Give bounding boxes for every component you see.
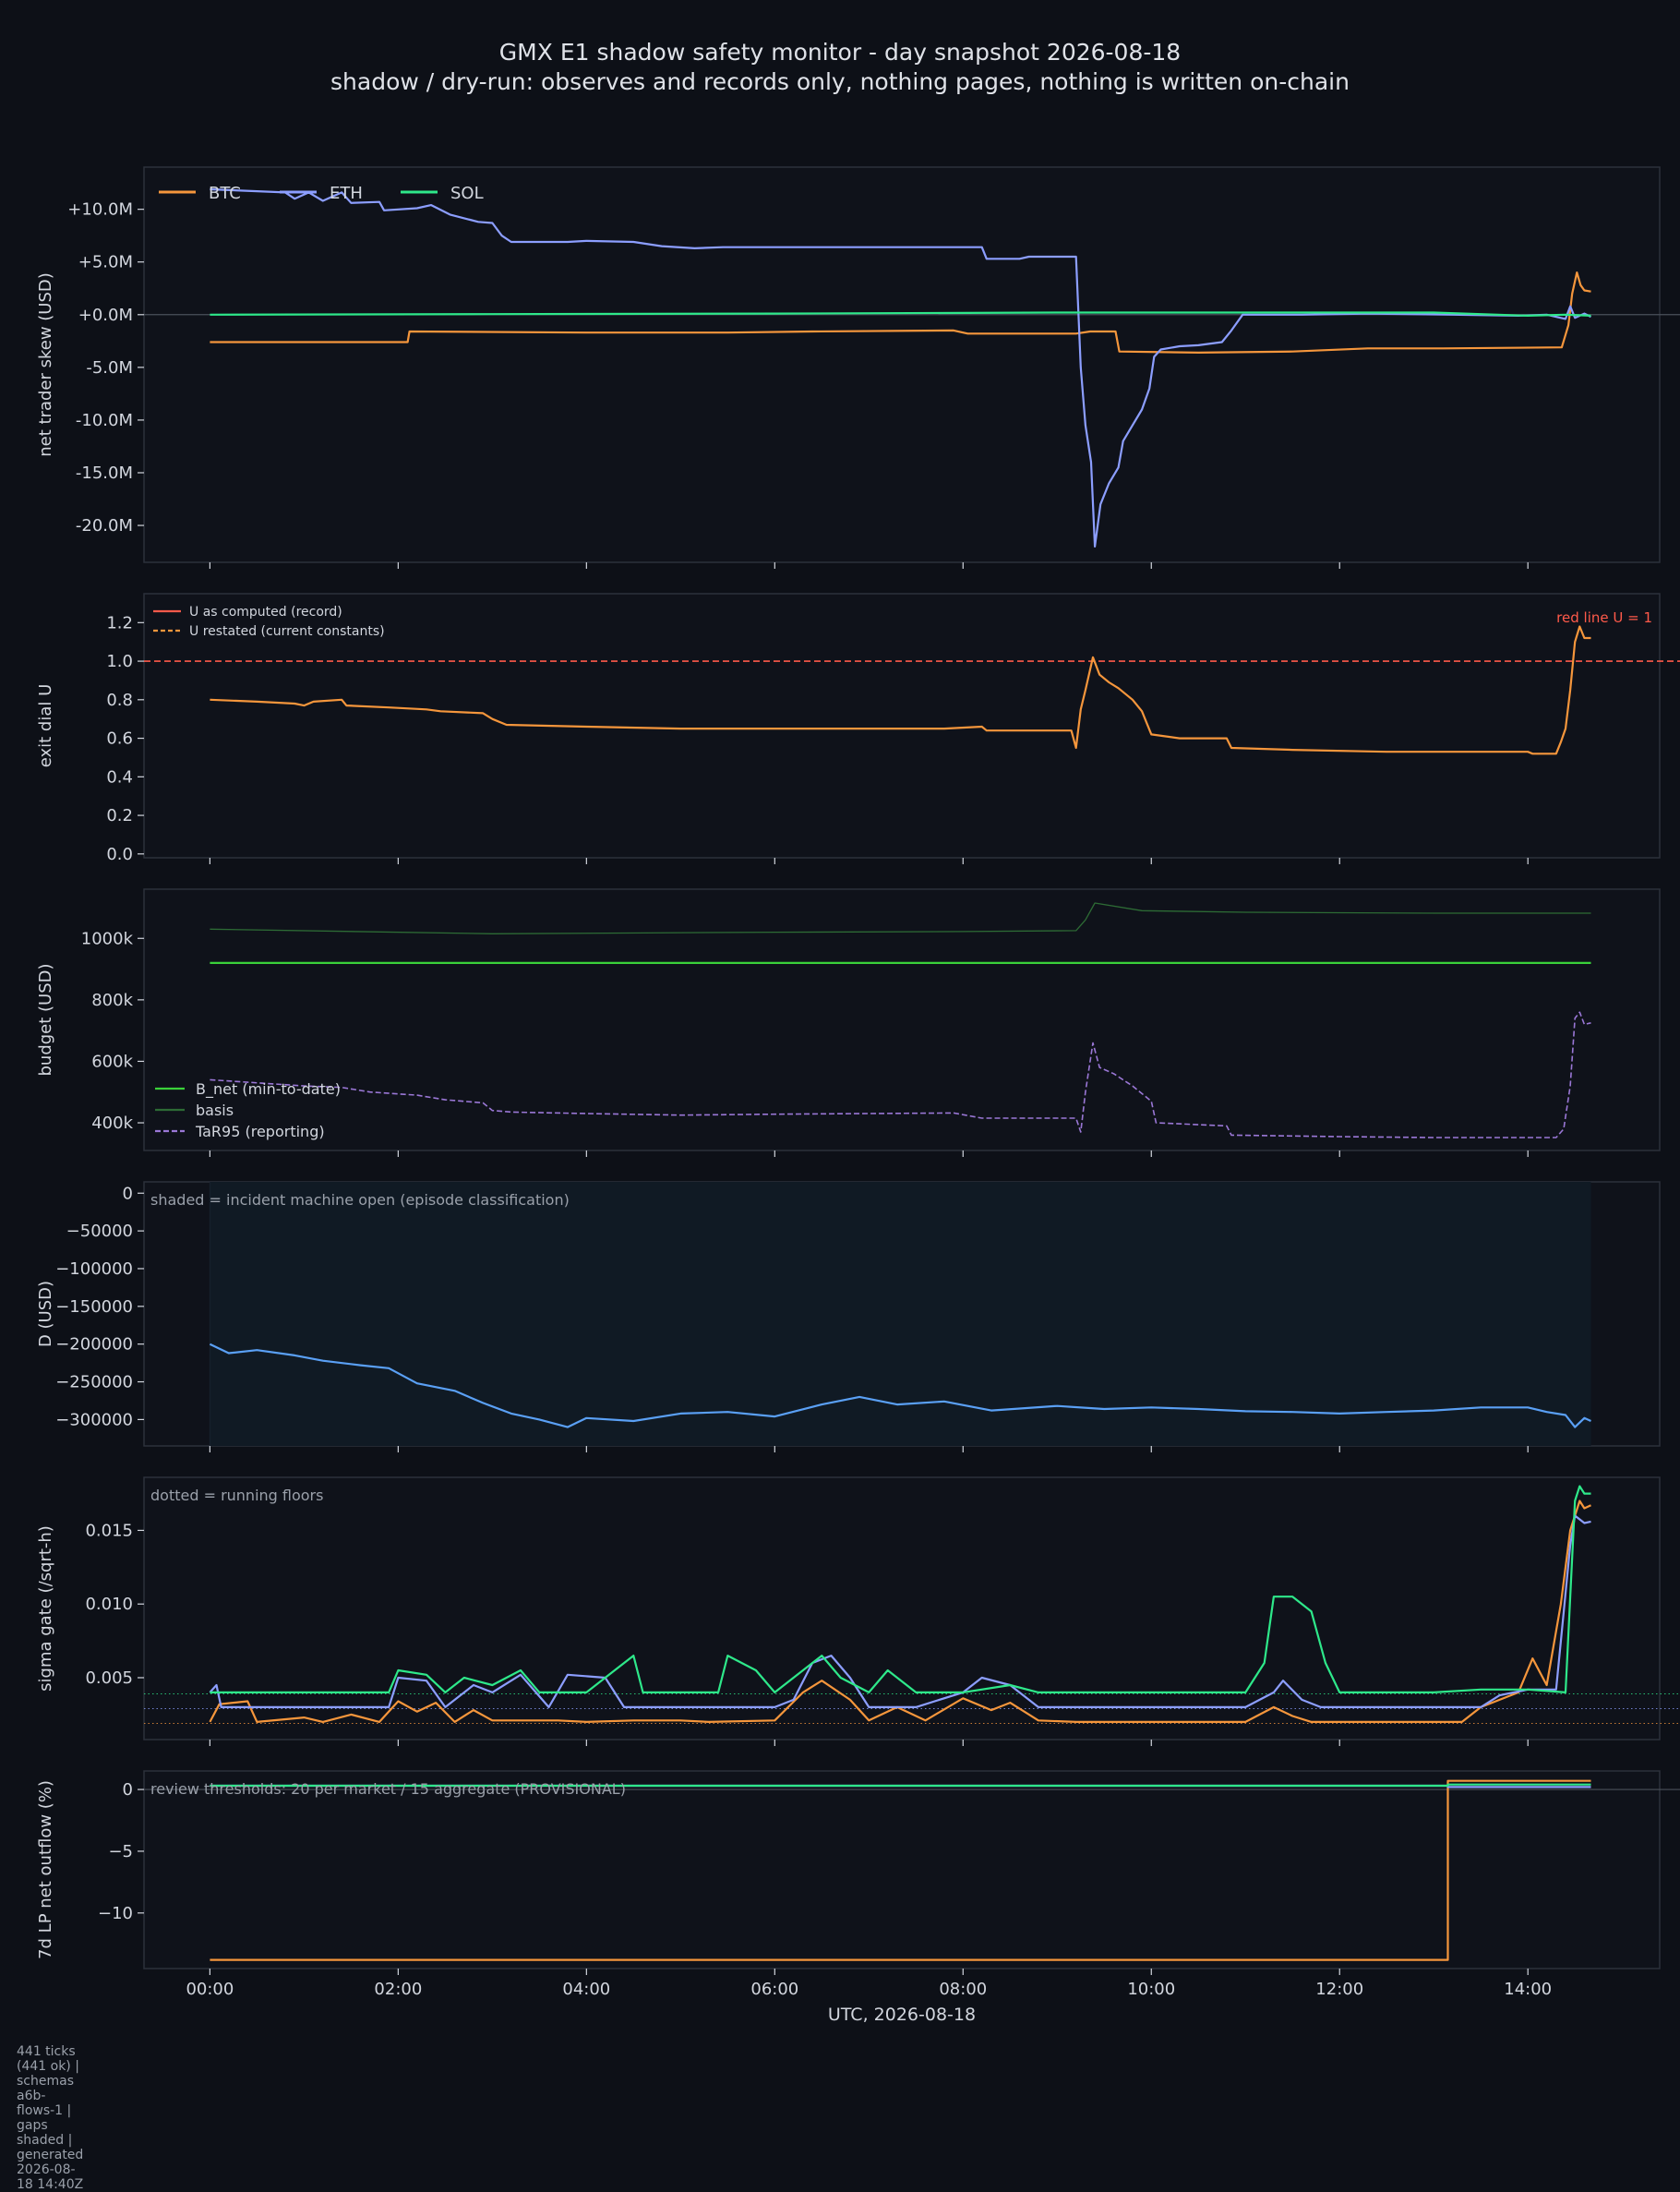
panel-annotation: dotted = running floors: [150, 1487, 323, 1504]
y-tick-label: +0.0M: [78, 306, 133, 325]
x-tick-label: 04:00: [562, 1980, 610, 1999]
y-axis-label: budget (USD): [36, 963, 55, 1076]
y-tick-label: −50000: [66, 1222, 133, 1241]
panel-1: +10.0M +5.0M +0.0M -5.0M -10.0M -15.0M -20.0M n…: [36, 166, 1680, 569]
y-tick-label: 0.005: [85, 1668, 133, 1688]
y-axis-label: exit dial U: [36, 684, 55, 768]
series-group: [210, 902, 1591, 1138]
x-tick-label: 14:00: [1504, 1980, 1552, 1999]
x-tick-label: 10:00: [1127, 1980, 1175, 1999]
plot-area: [143, 888, 1661, 1151]
y-tick-label: −250000: [55, 1373, 133, 1392]
y-tick-label: -5.0M: [86, 358, 133, 378]
series-line-tar95-reporting-: [210, 1011, 1591, 1138]
legend-label: BTC: [209, 184, 241, 203]
y-tick-label: +5.0M: [78, 253, 133, 272]
y-axis-label: 7d LP net outflow (%): [36, 1780, 55, 1959]
series-line-btc: [210, 271, 1591, 354]
incident-shade: [210, 1182, 1591, 1446]
panel-annotation: shaded = incident machine open (episode …: [150, 1191, 570, 1209]
legend-label: TaR95 (reporting): [195, 1123, 325, 1140]
x-tick-label: 00:00: [186, 1980, 234, 1999]
y-tick-label: 0: [123, 1184, 133, 1203]
panel-4: 0 −50000 −100000 −150000 −200000 −250000 −3000…: [36, 1181, 1661, 1452]
y-tick-label: 0.2: [106, 806, 133, 825]
series-group: [210, 1779, 1591, 1961]
series-line-btc: [210, 1779, 1591, 1961]
red-line-label: red line U = 1: [1556, 609, 1652, 626]
x-axis-label: UTC, 2026-08-18: [828, 2005, 976, 2025]
series-line-eth: [209, 1514, 1591, 1708]
series-group: [209, 1343, 1591, 1428]
y-tick-label: +10.0M: [67, 200, 133, 220]
plot-area: [143, 166, 1661, 563]
page-subtitle: shadow / dry-run: observes and records o…: [330, 68, 1350, 95]
y-tick-label: 0.8: [106, 691, 133, 710]
series-line-basis: [210, 902, 1591, 934]
panel-5: 0.005 0.010 0.015 sigma gate (/sqrt-h) dotte…: [36, 1476, 1680, 1746]
y-tick-label: −5: [108, 1842, 133, 1861]
panel-annotation: review thresholds: 20 per market / 15 ag…: [150, 1780, 626, 1798]
y-tick-label: 1.0: [106, 652, 133, 671]
legend-label: SOL: [450, 184, 484, 203]
series-line-sol: [210, 1783, 1591, 1788]
legend-label: B_net (min-to-date): [196, 1080, 341, 1099]
x-tick-label: 02:00: [374, 1980, 422, 1999]
y-tick-label: −200000: [55, 1335, 133, 1355]
y-tick-label: 0.4: [106, 767, 133, 787]
plot-area: [143, 593, 1661, 859]
page-title: GMX E1 shadow safety monitor - day snaps…: [498, 39, 1182, 66]
y-tick-label: -15.0M: [76, 464, 133, 483]
y-tick-label: -20.0M: [76, 516, 133, 536]
y-tick-label: 1000k: [81, 929, 134, 948]
y-tick-label: −300000: [55, 1410, 133, 1429]
y-tick-label: 600k: [91, 1052, 133, 1071]
series-line-u-restated-current-constants-: [210, 625, 1591, 755]
legend-label: U as computed (record): [189, 605, 342, 620]
y-tick-label: 0: [123, 1780, 133, 1800]
y-axis-label: net trader skew (USD): [36, 272, 55, 457]
y-tick-label: 0.6: [106, 729, 133, 749]
x-tick-label: 08:00: [939, 1980, 987, 1999]
y-tick-label: 800k: [91, 991, 133, 1010]
y-tick-label: -10.0M: [76, 411, 133, 430]
series-line-eth: [210, 187, 1591, 548]
y-tick-label: 0.0: [106, 845, 133, 864]
x-tick-label: 06:00: [750, 1980, 798, 1999]
series-group: [210, 187, 1591, 548]
y-tick-label: −100000: [55, 1259, 133, 1279]
chart-stack: +10.0M +5.0M +0.0M -5.0M -10.0M -15.0M -20.0M n…: [36, 166, 1680, 2025]
legend-label: U restated (current constants): [189, 624, 385, 639]
y-tick-label: 400k: [91, 1114, 133, 1133]
y-tick-label: −150000: [55, 1297, 133, 1317]
series-line-d: [209, 1343, 1591, 1428]
y-axis-label: D (USD): [36, 1281, 55, 1347]
footer-status: 441 ticks (441 ok) | schemas a6b-flows-1…: [17, 2044, 84, 2192]
series-line-sol: [210, 311, 1591, 317]
panel-6: 0 −5 −10 00:00 02:00 04:00 06:00 08:00 10:00 12:0…: [36, 1770, 1680, 1999]
series-line-sol: [210, 1485, 1591, 1693]
y-tick-label: 0.015: [85, 1521, 133, 1540]
y-tick-label: 1.2: [106, 613, 133, 632]
panel-3: 400k 600k 800k 1000k budget (USD) B_net (min-…: [36, 888, 1661, 1157]
plot-area: [143, 1476, 1661, 1740]
series-group: [209, 1485, 1591, 1723]
series-group: [210, 625, 1591, 755]
legend-label: basis: [196, 1102, 234, 1119]
x-tick-label: 12:00: [1315, 1980, 1363, 1999]
panel-2: 0.0 0.2 0.4 0.6 0.8 1.0 1.2 exit dial U red line…: [36, 593, 1680, 864]
y-axis-label: sigma gate (/sqrt-h): [36, 1525, 55, 1692]
plot-area: [143, 1770, 1661, 1969]
y-tick-label: 0.010: [85, 1595, 133, 1614]
y-tick-label: −10: [98, 1904, 133, 1923]
legend-label: ETH: [330, 184, 363, 203]
